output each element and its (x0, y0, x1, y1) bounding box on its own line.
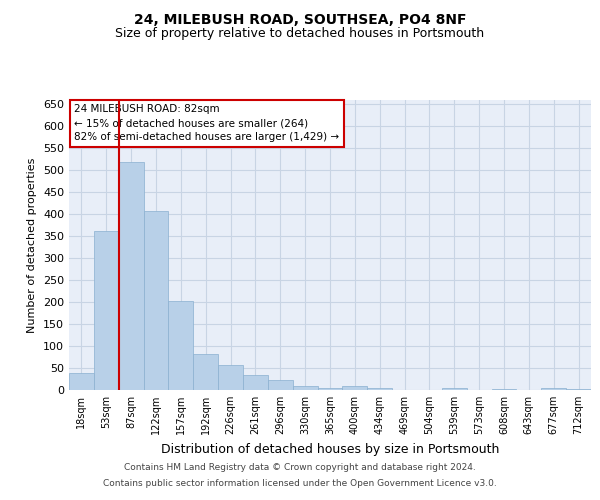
Bar (317, 388, 343, 390)
Bar (268, 380, 293, 390)
Bar (169, 301, 193, 390)
Bar (541, 388, 566, 390)
Text: Size of property relative to detached houses in Portsmouth: Size of property relative to detached ho… (115, 28, 485, 40)
Y-axis label: Number of detached properties: Number of detached properties (28, 158, 37, 332)
Bar (442, 388, 467, 390)
Bar (566, 389, 591, 390)
Bar (143, 210, 169, 390)
Text: Contains HM Land Registry data © Crown copyright and database right 2024.: Contains HM Land Registry data © Crown c… (124, 464, 476, 472)
Bar (491, 389, 517, 390)
Bar (243, 374, 268, 390)
Bar (218, 366, 243, 390)
X-axis label: Distribution of detached houses by size in Portsmouth: Distribution of detached houses by size … (161, 442, 499, 456)
Bar (367, 388, 392, 390)
Bar (69, 374, 94, 390)
Bar (94, 230, 119, 390)
Text: 24, MILEBUSH ROAD, SOUTHSEA, PO4 8NF: 24, MILEBUSH ROAD, SOUTHSEA, PO4 8NF (134, 12, 466, 26)
Text: 24 MILEBUSH ROAD: 82sqm
← 15% of detached houses are smaller (264)
82% of semi-d: 24 MILEBUSH ROAD: 82sqm ← 15% of detache… (74, 104, 340, 142)
Text: Contains public sector information licensed under the Open Government Licence v3: Contains public sector information licen… (103, 478, 497, 488)
Bar (193, 354, 218, 390)
Bar (293, 386, 317, 390)
Bar (343, 386, 367, 390)
Bar (119, 162, 143, 390)
